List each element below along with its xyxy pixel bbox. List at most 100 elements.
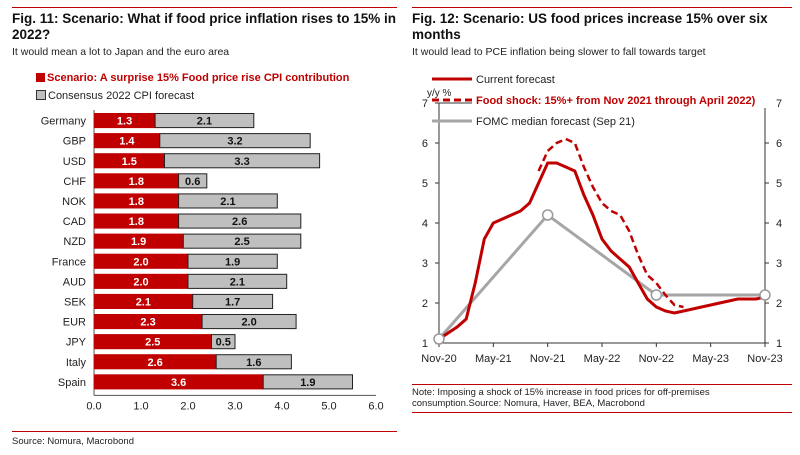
bar-category-label: NZD (63, 236, 86, 248)
right-top-rule (412, 7, 792, 8)
bar-consensus-label: 1.9 (225, 256, 240, 268)
bar-scenario-label: 2.0 (133, 276, 148, 288)
bar-scenario (94, 374, 264, 390)
bar-category-label: France (52, 256, 86, 268)
left-top-rule (12, 7, 397, 8)
legend-swatch-red (36, 73, 45, 82)
bar-consensus (178, 173, 208, 189)
bar-scenario-label: 2.3 (140, 317, 155, 329)
bar-scenario-label: 1.4 (119, 136, 135, 148)
left-source: Source: Nomura, Macrobond (12, 436, 134, 447)
bar-scenario-label: 1.8 (129, 196, 144, 208)
bar-scenario (94, 153, 165, 169)
bar-scenario (94, 113, 156, 129)
bar-category-label: Germany (41, 116, 87, 128)
bar-consensus (187, 253, 278, 269)
line-x-tick-label: May-23 (692, 353, 729, 365)
left-legend: Scenario: A surprise 15% Food price rise… (36, 71, 349, 103)
line-y-tick-left: 2 (422, 298, 428, 310)
series-fomc-marker (541, 209, 554, 221)
bar-consensus (262, 374, 354, 390)
bar-category-label: SEK (64, 296, 87, 308)
bar-category-label: Italy (66, 357, 87, 369)
line-y-tick-right: 7 (776, 98, 782, 110)
line-y-tick-right: 3 (776, 258, 782, 270)
legend-current-label: Current forecast (476, 74, 555, 86)
line-y-tick-right: 2 (776, 298, 782, 310)
line-y-tick-right: 6 (776, 138, 782, 150)
bar-scenario-label: 2.0 (133, 256, 148, 268)
line-x-tick-label: May-21 (475, 353, 512, 365)
bar-consensus (187, 273, 288, 289)
bar-consensus-label: 2.1 (220, 196, 235, 208)
left-bottom-rule (12, 431, 397, 432)
bar-consensus-label: 1.7 (225, 296, 240, 308)
bar-scenario-label: 2.1 (136, 296, 151, 308)
line-y-tick-left: 6 (422, 138, 428, 150)
line-y-tick-right: 1 (776, 338, 782, 350)
bar-scenario-label: 1.8 (129, 176, 144, 188)
bar-consensus-label: 2.6 (232, 216, 247, 228)
bar-x-tick-label: 2.0 (180, 400, 195, 412)
legend-shock-label: Food shock: 15%+ from Nov 2021 through A… (476, 95, 756, 107)
bar-consensus (182, 233, 302, 249)
bar-consensus (215, 354, 292, 370)
bar-consensus-label: 2.5 (234, 236, 249, 248)
bar-scenario (94, 253, 188, 269)
bar-consensus-label: 2.1 (230, 276, 245, 288)
legend-shock-bg (472, 92, 776, 108)
legend-swatch-gray (36, 90, 46, 100)
bar-consensus-label: 1.6 (246, 357, 261, 369)
line-y-tick-left: 3 (422, 258, 428, 270)
bar-scenario (94, 293, 193, 309)
bar-category-label: AUD (63, 276, 86, 288)
line-y-tick-left: 7 (422, 98, 428, 110)
bar-category-label: GBP (63, 136, 86, 148)
left-chart-title: Fig. 11: Scenario: What if food price in… (12, 11, 397, 42)
bar-scenario-label: 1.5 (122, 156, 137, 168)
bar-category-label: Spain (58, 377, 86, 389)
right-bottom-rule (412, 412, 792, 413)
bar-scenario (94, 133, 160, 149)
bar-consensus-label: 0.6 (185, 176, 200, 188)
line-y-tick-right: 4 (776, 218, 782, 230)
bar-scenario (94, 213, 179, 229)
line-x-tick-label: Nov-21 (530, 353, 565, 365)
bar-consensus (201, 314, 297, 330)
bar-category-label: USD (63, 156, 86, 168)
legend-item-consensus: Consensus 2022 CPI forecast (36, 89, 349, 103)
bar-consensus-label: 2.0 (241, 317, 256, 329)
series-food-shock-line (537, 137, 684, 309)
bar-scenario-label: 1.3 (117, 116, 132, 128)
bar-category-label: CHF (63, 176, 86, 188)
line-plot-frame (438, 102, 766, 344)
series-current-forecast-line (438, 161, 766, 341)
bar-x-tick-label: 3.0 (227, 400, 242, 412)
bar-x-tick-label: 1.0 (133, 400, 148, 412)
bar-chart: 0.0 1.0 2.0 3.0 4.0 5.0 6.0 Germany 1.3 2.1 GBP 1.4… (41, 110, 384, 412)
bar-scenario (94, 193, 179, 209)
line-x-tick-label: Nov-22 (639, 353, 674, 365)
bar-scenario-label: 1.8 (129, 216, 144, 228)
bar-consensus (164, 153, 321, 169)
bar-consensus (192, 293, 274, 309)
series-fomc-line (437, 212, 765, 340)
bar-scenario-label: 2.5 (145, 337, 160, 349)
left-chart-subtitle: It would mean a lot to Japan and the eur… (12, 46, 230, 58)
bar-scenario (94, 273, 188, 289)
legend-item-scenario: Scenario: A surprise 15% Food price rise… (36, 71, 349, 85)
line-y-tick-left: 5 (422, 178, 428, 190)
bar-consensus-label: 0.5 (216, 337, 231, 349)
bar-scenario (94, 354, 217, 370)
line-y-axis-label: y/y % (427, 88, 452, 99)
line-y-tick-left: 4 (422, 218, 428, 230)
series-fomc-marker (433, 333, 445, 345)
bar-consensus-label: 3.3 (234, 156, 249, 168)
bar-scenario (94, 173, 179, 189)
bar-x-tick-label: 0.0 (86, 400, 101, 412)
bar-scenario-label: 3.6 (171, 377, 186, 389)
line-y-tick-right: 5 (776, 178, 782, 190)
bar-scenario (94, 314, 203, 330)
bar-x-tick-label: 6.0 (368, 400, 383, 412)
